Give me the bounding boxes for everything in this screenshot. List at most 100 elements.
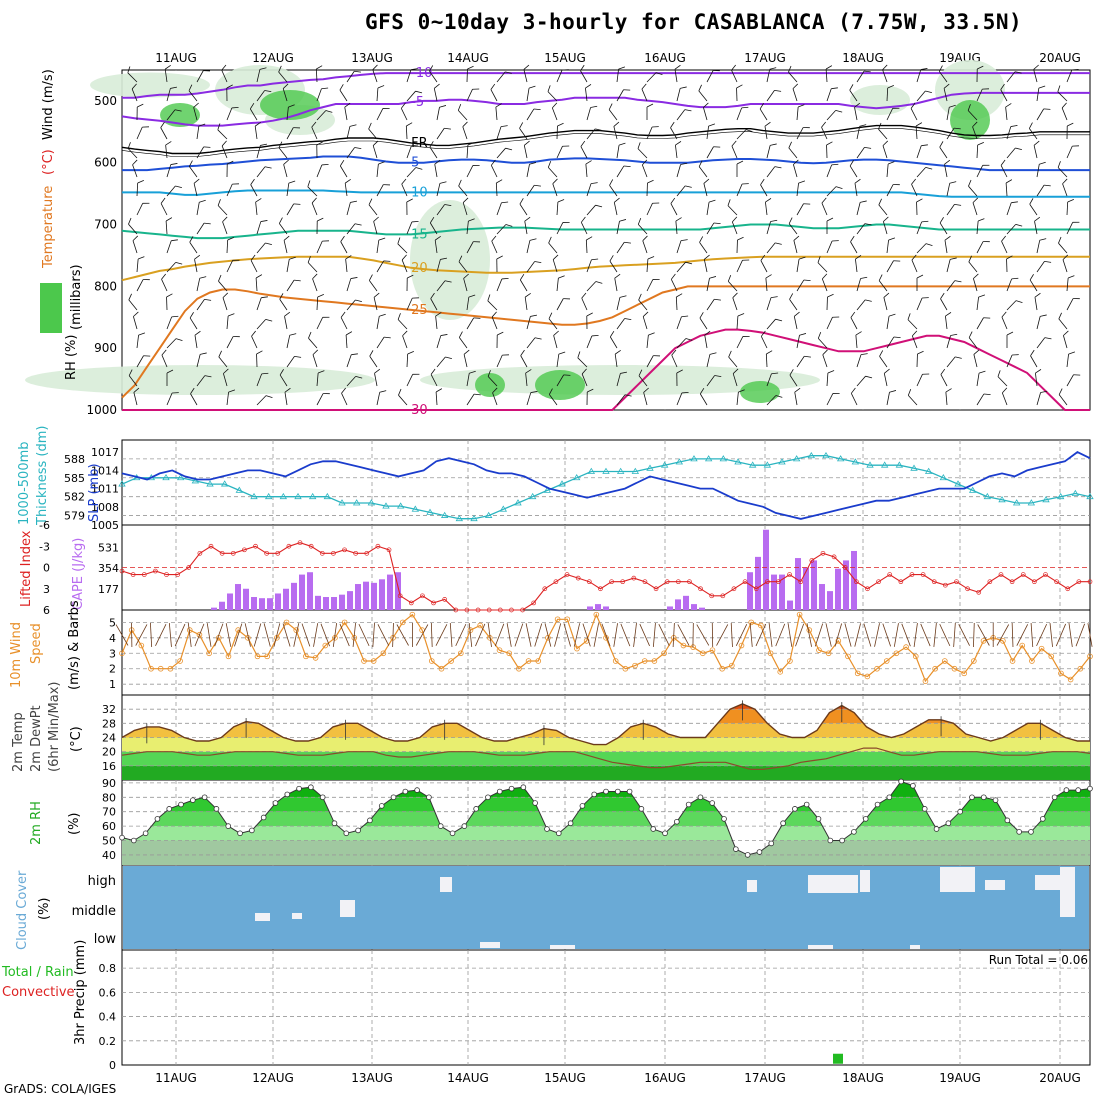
- wind-barb-feather: [1006, 255, 1013, 260]
- wind-barb-feather: [676, 369, 683, 374]
- wind-barb-feather: [468, 294, 476, 298]
- wind-barb: [519, 122, 528, 140]
- surface-wind-barb: [652, 623, 656, 647]
- wind-barb-feather: [922, 373, 930, 375]
- wind-barb-staff: [160, 127, 168, 140]
- wind-barb-staff: [706, 222, 715, 235]
- wind-barb-feather: [614, 349, 621, 355]
- wind-barb: [490, 83, 498, 102]
- wind-barb-staff: [344, 107, 348, 121]
- surface-wind-barb: [806, 623, 812, 647]
- wind-barb: [256, 318, 273, 330]
- wind-speed-line-point: [148, 665, 154, 672]
- wind-barb-staff: [401, 259, 408, 273]
- wind-barb-staff: [372, 69, 378, 83]
- wind-barb-staff: [916, 69, 922, 83]
- cape-bar: [235, 584, 241, 610]
- wind-speed-line-point: [893, 650, 900, 657]
- wind-barb: [789, 293, 798, 311]
- barb-staff: [392, 622, 394, 648]
- wind-barb: [1006, 125, 1018, 140]
- rh-line-point: [721, 816, 727, 822]
- wind-barb: [548, 312, 558, 330]
- wind-barb-feather: [397, 313, 401, 320]
- barb-staff: [377, 624, 390, 646]
- wind-barb-feather: [496, 179, 503, 184]
- wind-barb: [907, 388, 918, 406]
- wind-barb-staff: [616, 318, 625, 330]
- wind-barb-staff: [676, 392, 683, 406]
- barb-staff: [214, 623, 224, 647]
- wind-barb: [286, 355, 302, 368]
- wind-barb-feather: [351, 353, 358, 356]
- li-point: [931, 579, 937, 585]
- wind-barb-feather: [307, 180, 311, 187]
- thickness-line-point: [191, 477, 200, 484]
- wind-barb: [161, 273, 168, 292]
- wind-barb: [553, 330, 559, 349]
- wind-barb-staff: [792, 88, 798, 102]
- surface-wind-barb: [415, 624, 429, 646]
- rh-shade: [25, 365, 375, 395]
- wind-speed-line-point: [932, 665, 938, 672]
- surface-wind-barb: [514, 623, 524, 647]
- wind-barb-staff: [1001, 241, 1008, 254]
- wind-barb: [406, 144, 419, 159]
- wind-barb: [279, 293, 288, 311]
- clear-sky-gap: [910, 945, 920, 949]
- wind-barb: [286, 180, 296, 197]
- wind-barb-feather: [411, 221, 419, 223]
- wind-barb-staff: [316, 88, 322, 102]
- wind-barb-feather: [921, 220, 929, 223]
- surface-wind-barb: [234, 623, 243, 647]
- wind-barb-staff: [406, 374, 414, 387]
- wind-barb-feather: [803, 279, 811, 282]
- barb-staff: [339, 623, 350, 647]
- rh-line-point: [308, 784, 314, 791]
- wind-barb-feather: [1033, 64, 1039, 70]
- wind-barb-staff: [256, 297, 262, 311]
- wind-barb: [699, 387, 708, 406]
- isotherm-label: -10: [411, 66, 432, 81]
- wind-barb-feather: [171, 239, 178, 242]
- wind-barb: [1034, 292, 1041, 311]
- wind-barb: [973, 273, 979, 292]
- wind-barb-staff: [526, 337, 536, 349]
- wind-barb-feather: [401, 178, 407, 185]
- rh-line-point: [201, 794, 208, 801]
- cape-bar: [803, 567, 809, 610]
- wind-barb: [1066, 69, 1079, 83]
- surface-wind-barb: [352, 623, 356, 647]
- wind-barb-feather: [949, 104, 956, 108]
- thickness-line-point: [118, 480, 126, 487]
- wind-barb: [311, 121, 318, 140]
- wind-barb-staff: [166, 392, 173, 406]
- li-point: [353, 550, 359, 556]
- surface-wind-barb: [339, 623, 350, 647]
- wind-barb: [1057, 85, 1068, 102]
- wind-barb-staff: [374, 373, 378, 387]
- wind-barb-feather: [164, 64, 171, 70]
- wind-barb: [551, 102, 558, 121]
- wind-barb-feather: [731, 140, 737, 147]
- wind-barb: [826, 186, 843, 197]
- wind-barb-staff: [226, 336, 234, 349]
- wind-barb-feather: [765, 274, 772, 279]
- barb-staff: [206, 623, 212, 647]
- wind-barb-staff: [429, 222, 438, 235]
- wind-barb-feather: [1067, 275, 1075, 279]
- wind-barb: [793, 235, 800, 254]
- wind-barb: [817, 256, 828, 273]
- wind-barb-feather: [595, 204, 603, 208]
- wind-barb-feather: [732, 368, 739, 374]
- wind-barb: [616, 142, 626, 159]
- wind-barb: [1066, 221, 1080, 235]
- wind-barb-staff: [376, 336, 385, 349]
- barb-staff: [554, 623, 562, 647]
- rh-line-point: [154, 816, 161, 822]
- wind-barb-feather: [368, 198, 373, 205]
- wind-barb-feather: [623, 89, 631, 91]
- wind-barb-staff: [883, 373, 888, 387]
- wind-barb-staff: [676, 185, 686, 197]
- wind-barb-staff: [312, 278, 318, 292]
